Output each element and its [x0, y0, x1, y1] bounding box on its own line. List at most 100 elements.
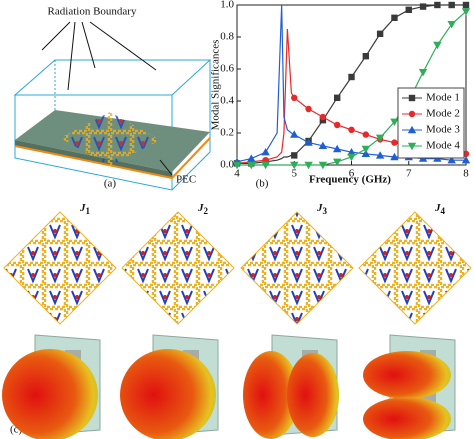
y-tick-label: 1.0	[220, 0, 234, 11]
current-map	[358, 211, 472, 325]
current-map	[3, 211, 117, 325]
x-tick-label: 6	[349, 168, 355, 180]
marker	[407, 142, 417, 151]
marker	[318, 161, 328, 170]
current-map	[121, 211, 235, 325]
panel-a: Radiation Boundary PEC (a)	[13, 6, 212, 191]
marker	[391, 139, 398, 146]
pattern-lobe	[363, 397, 451, 439]
marker	[418, 69, 428, 77]
marker	[407, 125, 417, 134]
current-label: J1	[79, 202, 91, 217]
index: 4	[441, 206, 446, 216]
y-tick-label: 0.6	[220, 63, 234, 75]
x-tick-label: 5	[292, 168, 298, 180]
marker	[291, 152, 298, 159]
marker	[461, 156, 471, 164]
marker	[318, 141, 328, 149]
marker	[408, 94, 416, 102]
marker	[261, 148, 270, 156]
panel-c: (c) J1 J2 J3 J4	[2, 202, 472, 439]
panel-b: (b) Frequency (GHz) Modal Significances …	[210, 0, 471, 190]
marker	[348, 73, 355, 81]
x-tick-label: 8	[463, 168, 469, 180]
metasurface	[60, 112, 160, 166]
marker	[447, 156, 456, 164]
marker	[375, 151, 385, 159]
y-axis-label: Modal Significances	[210, 40, 222, 131]
pec	[14, 137, 211, 180]
marker	[462, 1, 470, 9]
marker	[408, 110, 416, 118]
caption: (b)	[256, 178, 269, 190]
marker	[347, 148, 356, 156]
marker	[361, 149, 371, 157]
marker	[348, 126, 355, 133]
x-tick-label: 7	[406, 168, 412, 180]
marker	[247, 161, 256, 170]
marker	[375, 134, 385, 142]
symbol: J	[197, 202, 204, 214]
marker	[304, 161, 313, 170]
marker	[262, 157, 269, 164]
marker	[448, 1, 455, 9]
marker	[391, 14, 398, 21]
pattern-lobe	[363, 351, 451, 399]
marker	[419, 3, 427, 10]
marker	[390, 152, 399, 161]
marker	[362, 53, 370, 60]
symbol: J	[79, 202, 86, 214]
marker	[290, 130, 299, 138]
marker	[461, 8, 471, 16]
marker	[347, 153, 356, 162]
marker	[332, 158, 342, 166]
marker	[261, 161, 270, 170]
marker	[447, 21, 456, 29]
marker	[232, 161, 242, 170]
marker	[305, 105, 312, 113]
label: PEC	[176, 174, 196, 186]
symbol: J	[316, 202, 323, 214]
legend-label: Mode 1	[426, 92, 460, 104]
marker	[433, 41, 442, 50]
marker	[290, 161, 299, 170]
pattern-lobe	[243, 351, 299, 439]
x-tick-label: 4	[234, 168, 240, 180]
label: Radiation Boundary	[48, 6, 137, 18]
symbol: J	[434, 202, 441, 214]
current-label: J3	[316, 202, 328, 217]
boundary-top	[13, 59, 212, 96]
y-tick-label: 0.4	[220, 95, 234, 107]
caption: (a)	[104, 178, 117, 190]
y-tick-label: 0.8	[220, 31, 234, 43]
marker	[247, 154, 256, 162]
marker	[362, 131, 370, 138]
legend-label: Mode 2	[426, 108, 460, 120]
current-label: J4	[434, 202, 446, 217]
marker	[361, 145, 371, 154]
marker	[291, 94, 298, 102]
index: 1	[86, 206, 91, 216]
pattern-lobe	[287, 353, 339, 437]
current-map	[240, 211, 354, 325]
marker	[319, 113, 327, 121]
pattern-lobe	[2, 349, 98, 439]
y-tick-label: 0.0	[220, 159, 234, 171]
current-label: J2	[197, 202, 209, 217]
legend-label: Mode 4	[426, 140, 460, 152]
marker	[390, 118, 399, 126]
marker	[333, 94, 341, 101]
arrows	[41, 21, 173, 176]
y-tick-label: 0.2	[220, 127, 234, 139]
index: 2	[204, 206, 209, 216]
legend-label: Mode 3	[426, 124, 460, 136]
substrate-side	[15, 140, 172, 178]
marker	[332, 144, 342, 153]
marker	[333, 121, 341, 129]
marker	[434, 1, 441, 9]
index: 3	[323, 206, 328, 216]
marker	[304, 138, 313, 146]
marker	[376, 30, 384, 37]
pattern-lobe	[120, 349, 216, 439]
